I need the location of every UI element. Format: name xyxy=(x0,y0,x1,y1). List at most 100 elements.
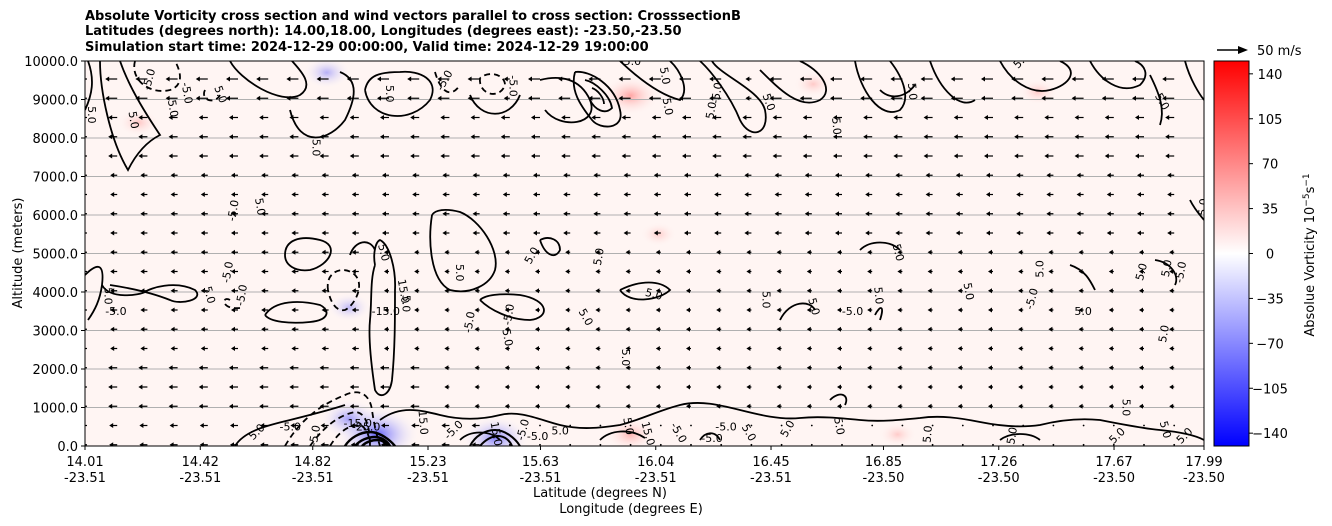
wind-vector xyxy=(1078,307,1084,313)
wind-vector xyxy=(350,423,359,428)
wind-vector xyxy=(561,115,571,120)
wind-vector xyxy=(351,230,359,236)
x-tick-label-lon: -23.51 xyxy=(750,471,792,486)
contour-label: 5.0 xyxy=(1159,259,1175,278)
wind-vector xyxy=(351,269,359,274)
wind-vector xyxy=(1041,76,1054,82)
wind-vector xyxy=(837,288,842,294)
wind-vector xyxy=(865,211,873,217)
wind-vector xyxy=(686,365,691,371)
wind-vector xyxy=(170,192,178,197)
wind-vector xyxy=(655,249,661,255)
wind-vector xyxy=(414,346,420,351)
wind-vector xyxy=(865,192,873,197)
wind-vector xyxy=(407,76,420,82)
contour-label: 15.0 xyxy=(416,410,431,436)
wind-vector xyxy=(168,115,178,120)
wind-vector xyxy=(565,403,571,409)
wind-vector xyxy=(1076,172,1084,178)
contour-label: 5.0 xyxy=(375,242,392,262)
wind-vector xyxy=(744,230,752,236)
wind-vector xyxy=(410,115,420,120)
wind-vector xyxy=(533,172,540,178)
wind-vector xyxy=(988,249,993,255)
wind-vector xyxy=(410,365,420,371)
wind-vector xyxy=(750,443,753,446)
wind-vector xyxy=(504,403,510,409)
x-tick-label-lon: -23.50 xyxy=(1183,471,1225,486)
colorbar-tick-label: 105 xyxy=(1258,113,1283,128)
wind-vector xyxy=(893,115,903,120)
contour-label: 5.0 xyxy=(905,82,919,101)
wind-vector xyxy=(716,288,722,294)
quiver-key-label: 50 m/s xyxy=(1257,44,1302,59)
wind-vector xyxy=(470,115,480,120)
wind-vector xyxy=(170,249,178,255)
wind-vector xyxy=(110,211,118,217)
wind-vector xyxy=(682,134,691,140)
wind-vector xyxy=(806,249,812,255)
wind-vector xyxy=(651,134,661,140)
wind-vector xyxy=(890,95,903,101)
wind-vector xyxy=(291,249,299,255)
wind-vector xyxy=(860,95,873,101)
wind-vector xyxy=(1071,95,1084,101)
wind-vector xyxy=(712,153,722,159)
wind-vector xyxy=(319,403,329,409)
wind-vector xyxy=(503,76,510,82)
wind-vector xyxy=(744,172,752,178)
wind-vector xyxy=(321,269,329,274)
wind-vector xyxy=(1106,230,1114,236)
wind-vector xyxy=(565,326,571,332)
wind-vector xyxy=(140,249,148,255)
wind-vector xyxy=(441,423,450,428)
contour-label: 5.0 xyxy=(619,349,632,367)
wind-vector xyxy=(198,134,208,140)
contour-label: 5.0 xyxy=(657,66,673,85)
wind-vector xyxy=(961,424,964,427)
wind-vector xyxy=(684,172,691,178)
wind-vector xyxy=(1169,269,1175,274)
wind-vector xyxy=(291,307,299,313)
x-tick-label-lon: -23.51 xyxy=(64,471,106,486)
wind-vector xyxy=(289,384,299,390)
wind-vector xyxy=(1018,288,1024,294)
contour-label: -5.0 xyxy=(514,418,532,442)
wind-vector xyxy=(569,424,572,427)
wind-vector xyxy=(841,443,843,446)
contour-label: 5.0 xyxy=(890,242,907,262)
wind-vector xyxy=(830,95,842,101)
wind-vector xyxy=(444,326,450,332)
wind-vector xyxy=(440,115,450,120)
wind-vector xyxy=(776,288,782,294)
contour-label: 5.0 xyxy=(400,295,413,313)
wind-vector xyxy=(504,249,510,255)
wind-vector xyxy=(140,172,148,178)
wind-vector xyxy=(595,384,601,390)
wind-vector xyxy=(804,192,812,197)
wind-vector xyxy=(289,134,299,140)
wind-vector xyxy=(863,115,873,120)
wind-vector xyxy=(85,136,87,138)
wind-vector xyxy=(623,192,631,197)
colorbar-label: Absolue Vorticity 10−5s−1 xyxy=(1302,173,1318,336)
wind-vector xyxy=(108,134,118,140)
contour-label: -15.0 xyxy=(343,417,371,430)
wind-vector xyxy=(1022,424,1025,427)
wind-vector xyxy=(1046,192,1054,197)
wind-vector xyxy=(835,192,842,197)
wind-vector xyxy=(414,249,420,255)
wind-vector xyxy=(170,288,178,294)
wind-vector xyxy=(774,211,782,217)
wind-vector xyxy=(776,269,782,274)
wind-vector xyxy=(351,346,359,351)
wind-vector xyxy=(504,288,510,294)
wind-vector xyxy=(169,442,178,446)
wind-vector xyxy=(135,95,148,101)
wind-vector xyxy=(474,346,480,351)
wind-vector xyxy=(565,288,571,294)
wind-vector xyxy=(414,326,420,332)
wind-vector xyxy=(867,384,873,390)
wind-vector xyxy=(742,134,752,140)
wind-vector xyxy=(380,134,389,140)
